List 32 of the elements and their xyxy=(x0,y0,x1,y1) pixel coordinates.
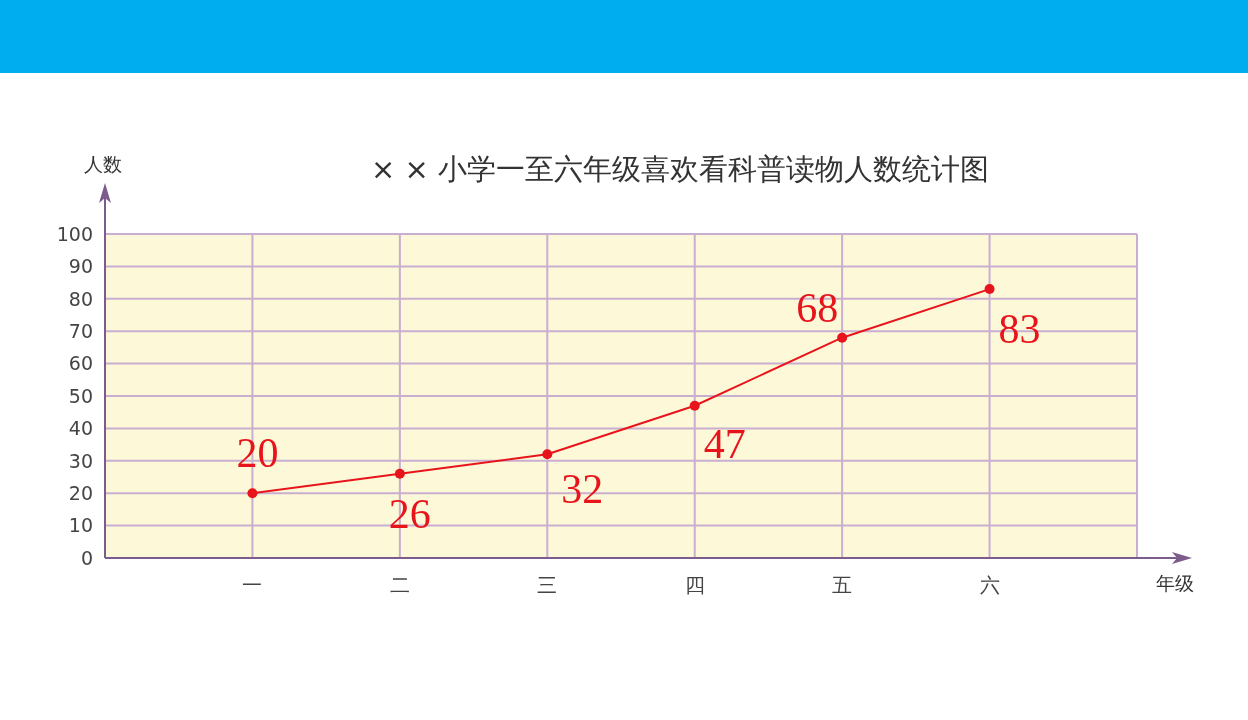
point xyxy=(984,284,995,295)
data-label: 32 xyxy=(561,466,604,513)
x-tick-label: 三 xyxy=(537,573,558,598)
point xyxy=(542,449,553,460)
data-label: 47 xyxy=(703,420,746,467)
y-tick-label: 90 xyxy=(68,255,93,278)
y-axis-title: 人数 xyxy=(84,152,122,177)
y-tick-label: 40 xyxy=(68,417,93,440)
data-label: 20 xyxy=(236,430,279,477)
point xyxy=(837,332,848,343)
y-tick-label: 20 xyxy=(68,481,93,504)
y-tick-label: 70 xyxy=(68,319,93,342)
y-tick-label: 100 xyxy=(56,222,93,245)
y-tick-label: 30 xyxy=(68,449,93,472)
y-tick-label: 10 xyxy=(68,514,93,537)
x-tick-label: 四 xyxy=(684,573,705,598)
point xyxy=(247,488,258,499)
y-tick-label: 80 xyxy=(68,287,93,310)
point xyxy=(394,468,405,479)
data-label: 83 xyxy=(998,306,1041,353)
point xyxy=(689,400,700,411)
y-tick-label: 60 xyxy=(68,352,93,375)
x-tick-label: 六 xyxy=(979,573,1000,598)
x-tick-label: 五 xyxy=(832,573,853,598)
x-axis-title: 年级 xyxy=(1156,571,1194,596)
chart-title: × × 小学一至六年级喜欢看科普读物人数统计图 xyxy=(369,151,990,188)
x-tick-label: 一 xyxy=(242,573,263,598)
y-tick-label: 50 xyxy=(68,384,93,407)
y-tick-label: 0 xyxy=(80,546,93,569)
data-label: 68 xyxy=(796,284,839,331)
x-tick-label: 二 xyxy=(389,573,410,598)
data-label: 26 xyxy=(388,490,431,537)
